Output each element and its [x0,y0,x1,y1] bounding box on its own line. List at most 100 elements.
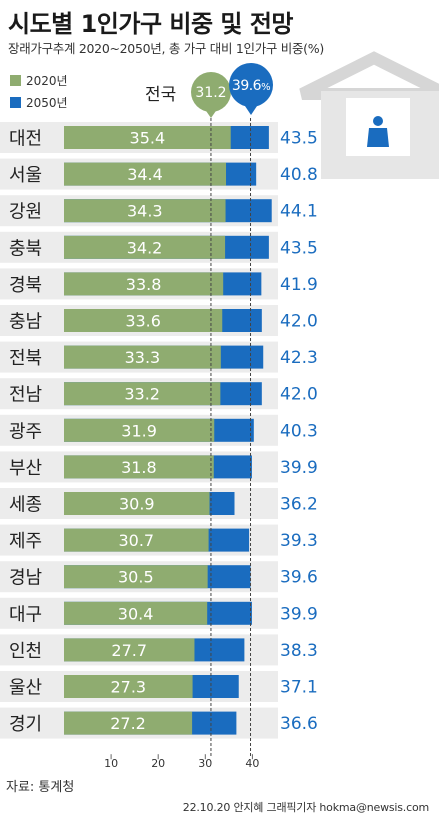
source-note: 자료: 통계청 [6,780,75,795]
chart-row: 충남 33.6 42.0 [0,305,318,336]
chart-row: 세종 30.9 36.2 [0,488,318,519]
region-label: 전북 [9,348,42,369]
chart-row: 대구 30.4 39.9 [0,597,318,629]
bar-2020-value-label: 31.9 [121,421,157,440]
region-label: 세종 [9,495,42,516]
bar-2020 [64,382,221,406]
region-label: 경남 [9,568,42,589]
bar-2020 [64,199,226,223]
bar-2020-value-label: 35.4 [130,129,166,148]
bar-2020 [64,126,231,149]
x-tick-label: 10 [104,757,118,770]
national-value-2050: 39.6% [232,78,270,94]
bar-2020 [64,309,223,332]
bar-2050-value-label: 39.6 [280,568,318,588]
bar-2020-value-label: 34.3 [127,202,163,221]
bar-2050-value-label: 38.3 [280,641,318,661]
bar-2020-value-label: 33.8 [126,275,162,294]
chart-row: 전북 33.3 42.3 [0,341,318,373]
national-bubble-2050: 39.6% [229,63,273,115]
chart-row: 경북 33.8 41.9 [0,268,318,300]
chart-title: 시도별 1인가구 비중 및 전망 [8,10,294,38]
region-label: 충북 [9,238,42,259]
chart-row: 광주 31.9 40.3 [0,414,318,446]
credit-line: 22.10.20 안지혜 그래픽기자 hokma@newsis.com [182,801,429,814]
bar-2020-value-label: 33.3 [125,348,161,367]
region-label: 부산 [9,458,42,479]
bar-2020 [64,528,209,552]
bar-2020 [64,711,193,735]
bar-2050-value-label: 37.1 [280,678,318,698]
bar-2020-value-label: 33.2 [124,385,160,404]
bar-2020-value-label: 27.7 [111,641,147,660]
chart-row: 서울 34.4 40.8 [0,158,318,190]
region-label: 서울 [9,165,42,186]
bar-2050-value-label: 36.6 [280,714,318,734]
legend-item-2020: 2020년 [10,72,68,89]
bar-2050-value-label: 40.8 [280,165,318,185]
house-icon [299,51,439,179]
bar-2020 [64,162,227,186]
chart-row: 충북 34.2 43.5 [0,231,318,263]
bar-2020 [64,565,208,589]
chart-row: 경남 30.5 39.6 [0,561,318,593]
chart-row: 강원 34.3 44.1 [0,195,318,227]
bar-2020 [64,455,214,479]
bar-2020-value-label: 30.4 [118,604,154,623]
bar-2050-value-label: 42.0 [280,312,318,332]
x-tick-label: 40 [245,757,259,770]
bar-2020 [64,272,224,296]
bar-2020 [64,601,208,625]
bar-2020-value-label: 34.2 [127,238,163,257]
legend-swatch-2020 [10,75,21,86]
person-body-icon [367,128,389,147]
chart-subtitle: 장래가구추계 2020~2050년, 총 가구 대비 1인가구 비중(%) [8,41,324,56]
bar-2050-value-label: 42.0 [280,385,318,405]
x-tick-label: 20 [151,757,165,770]
legend-item-2050: 2050년 [10,94,68,111]
bar-2020-value-label: 31.8 [121,458,157,477]
bar-2020 [64,235,226,259]
region-label: 대전 [9,129,42,150]
bar-2020 [64,345,221,369]
chart-row: 경기 27.2 36.6 [0,707,318,739]
region-label: 강원 [9,202,42,223]
bar-2020 [64,675,193,698]
region-label: 충남 [9,312,42,333]
x-tick-label: 30 [198,757,212,770]
bar-2050-value-label: 44.1 [280,202,318,222]
bar-2020 [64,418,215,442]
national-label: 전국 [145,85,176,105]
chart-row: 울산 27.3 37.1 [0,671,318,702]
person-head-icon [373,116,383,126]
bar-2050-value-label: 36.2 [280,495,318,515]
bar-2050-value-label: 43.5 [280,238,318,258]
bar-2050-value-label: 41.9 [280,275,318,295]
region-label: 전남 [9,385,42,406]
bar-2020-value-label: 30.7 [118,531,154,550]
region-label: 대구 [9,604,42,625]
bar-2020-value-label: 30.9 [119,495,155,514]
national-bubble-2020: 31.2 [191,72,231,118]
national-value-2020: 31.2 [195,85,226,101]
chart-row: 대전 35.4 43.5 [0,122,318,153]
region-label: 인천 [9,641,42,662]
legend-label-2050: 2050년 [26,96,68,110]
region-label: 제주 [9,531,42,552]
region-label: 경북 [9,275,42,296]
bar-2020-value-label: 34.4 [127,165,163,184]
legend-label-2020: 2020년 [26,74,68,88]
bar-2050-value-label: 39.9 [280,604,318,624]
bar-2050-value-label: 42.3 [280,348,318,368]
bar-2020-value-label: 27.2 [110,714,146,733]
bar-2020 [64,638,195,662]
chart-row: 인천 27.7 38.3 [0,634,318,666]
bar-2050-value-label: 39.3 [280,531,318,551]
region-label: 경기 [9,714,42,735]
chart-row: 부산 31.8 39.9 [0,451,318,483]
region-label: 울산 [9,678,42,699]
bar-2020-value-label: 33.6 [125,312,161,331]
legend-swatch-2050 [10,97,21,108]
bar-2020-value-label: 27.3 [110,678,146,697]
